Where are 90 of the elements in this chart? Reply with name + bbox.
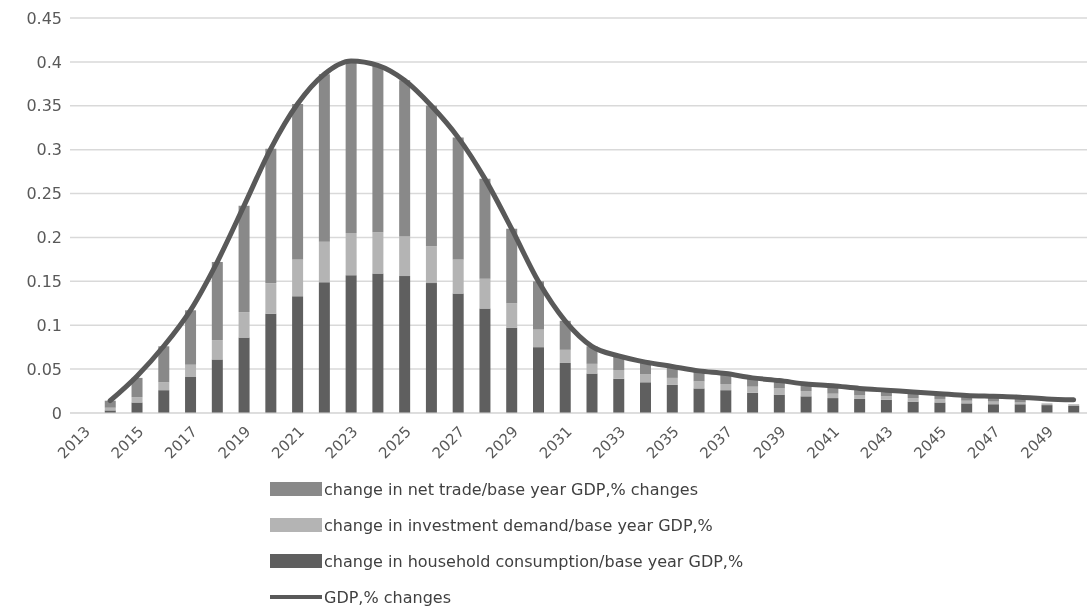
bar <box>425 105 437 247</box>
bar <box>747 386 759 393</box>
bar <box>586 363 598 374</box>
bar <box>693 381 705 389</box>
bar <box>425 246 437 284</box>
bar <box>506 228 518 304</box>
bar <box>613 369 625 379</box>
y-tick-label: 0.4 <box>36 52 62 72</box>
y-tick-label: 0.05 <box>26 359 62 379</box>
bar <box>479 178 491 279</box>
bar <box>907 398 919 402</box>
bar <box>880 396 892 400</box>
bar <box>773 388 785 395</box>
bar <box>586 373 598 413</box>
y-tick-label: 0.3 <box>36 140 62 160</box>
bar <box>747 392 759 413</box>
bar <box>506 327 518 413</box>
bar <box>292 104 304 260</box>
bar <box>1014 404 1026 413</box>
bar <box>238 205 250 313</box>
bar <box>185 364 197 378</box>
bar <box>506 303 518 328</box>
bar <box>640 374 652 383</box>
bar <box>613 378 625 413</box>
bar <box>479 308 491 413</box>
bar <box>238 337 250 413</box>
legend-label: change in net trade/base year GDP,% changes <box>324 479 698 499</box>
legend-label: change in household consumption/base year GDP,% <box>324 551 744 571</box>
bar <box>666 377 678 385</box>
bar <box>211 262 223 341</box>
bar <box>854 398 866 413</box>
bar <box>854 395 866 399</box>
y-tick-label: 0.2 <box>36 228 62 248</box>
bar <box>399 80 411 237</box>
bar <box>399 236 411 277</box>
bar <box>292 296 304 413</box>
bar <box>800 396 812 413</box>
bar <box>238 312 250 338</box>
bar <box>318 282 330 413</box>
y-tick-label: 0.15 <box>26 272 62 292</box>
bar <box>773 394 785 413</box>
bar <box>693 388 705 413</box>
bar <box>800 391 812 397</box>
bar <box>559 362 571 413</box>
bar <box>827 398 839 413</box>
bar <box>158 382 170 391</box>
bar <box>452 293 464 413</box>
legend-label: GDP,% changes <box>324 587 451 607</box>
bar <box>345 275 357 413</box>
bar <box>934 402 946 413</box>
bar <box>479 278 491 309</box>
bar <box>265 313 277 413</box>
bar <box>532 329 544 348</box>
bar <box>425 283 437 413</box>
bar <box>532 347 544 413</box>
bar <box>372 232 384 274</box>
bar <box>452 137 464 260</box>
bar <box>880 399 892 413</box>
bar <box>131 402 143 413</box>
bar <box>265 283 277 314</box>
bar <box>720 390 732 413</box>
bar <box>292 259 304 297</box>
bar <box>131 397 143 403</box>
bar <box>961 403 973 413</box>
y-tick-label: 0.45 <box>26 8 62 28</box>
y-tick-label: 0 <box>51 403 62 423</box>
bar <box>211 340 223 360</box>
y-tick-label: 0.35 <box>26 96 62 116</box>
bar <box>827 393 839 399</box>
bar <box>987 404 999 413</box>
y-tick-label: 0.1 <box>36 315 62 335</box>
bar <box>345 61 357 234</box>
bar <box>185 377 197 413</box>
bar <box>185 310 197 365</box>
bar <box>372 273 384 413</box>
bar <box>372 65 384 233</box>
bar <box>211 359 223 413</box>
bar <box>318 241 330 283</box>
bar <box>318 74 330 242</box>
bar <box>158 390 170 413</box>
bar <box>720 384 732 391</box>
y-tick-label: 0.25 <box>26 184 62 204</box>
bar <box>666 384 678 413</box>
bar <box>265 148 277 284</box>
bar <box>452 259 464 294</box>
bar <box>640 382 652 413</box>
bar <box>559 349 571 363</box>
bar <box>345 233 357 276</box>
legend-label: change in investment demand/base year GDP,% <box>324 515 713 535</box>
bar <box>399 276 411 413</box>
